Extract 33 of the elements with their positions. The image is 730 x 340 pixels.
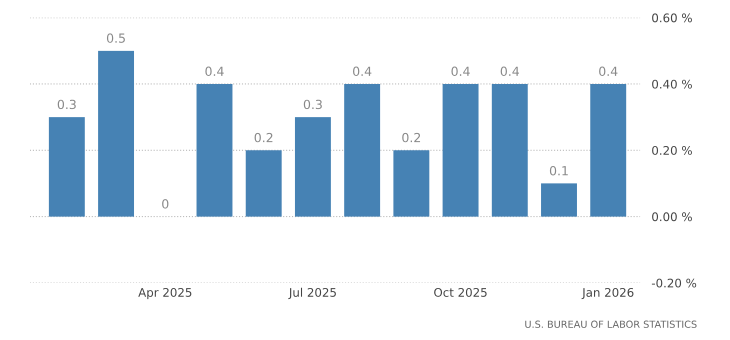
data-label: 0.4 xyxy=(599,66,618,76)
bar xyxy=(196,84,232,217)
y-tick-label: -0.20 % xyxy=(652,278,696,288)
data-label: 0.1 xyxy=(550,166,568,176)
data-label: 0.5 xyxy=(106,33,125,43)
data-label: 0.2 xyxy=(402,132,420,142)
data-label: 0.4 xyxy=(353,66,372,76)
bar xyxy=(541,183,577,217)
bar xyxy=(344,84,380,217)
data-label: 0 xyxy=(162,199,168,209)
bar xyxy=(98,50,134,217)
bar xyxy=(246,150,282,217)
data-label: 0.4 xyxy=(500,66,520,76)
bar xyxy=(294,117,331,217)
data-label: 0.2 xyxy=(254,132,272,142)
text: U.S. BUREAU OF LABOR STATISTICS xyxy=(525,320,697,328)
x-tick-label: Jul 2025 xyxy=(288,288,336,300)
bar xyxy=(590,84,626,217)
y-tick-label: 0.60 % xyxy=(652,13,692,22)
data-label: 0.4 xyxy=(205,66,224,76)
y-tick-label: 0.00 % xyxy=(652,212,692,222)
y-tick-label: 0.20 % xyxy=(652,146,692,155)
x-tick-label: Jan 2026 xyxy=(582,288,634,300)
y-tick-label: 0.40 % xyxy=(652,80,692,89)
bar xyxy=(442,84,479,217)
data-label: 0.3 xyxy=(58,100,76,110)
x-tick-label: Oct 2025 xyxy=(434,288,487,297)
bar xyxy=(48,117,85,217)
data-label: 0.3 xyxy=(304,100,322,110)
x-tick-label: Apr 2025 xyxy=(138,288,192,300)
data-label: 0.4 xyxy=(451,66,470,76)
bar xyxy=(393,150,430,217)
bar xyxy=(492,84,528,217)
